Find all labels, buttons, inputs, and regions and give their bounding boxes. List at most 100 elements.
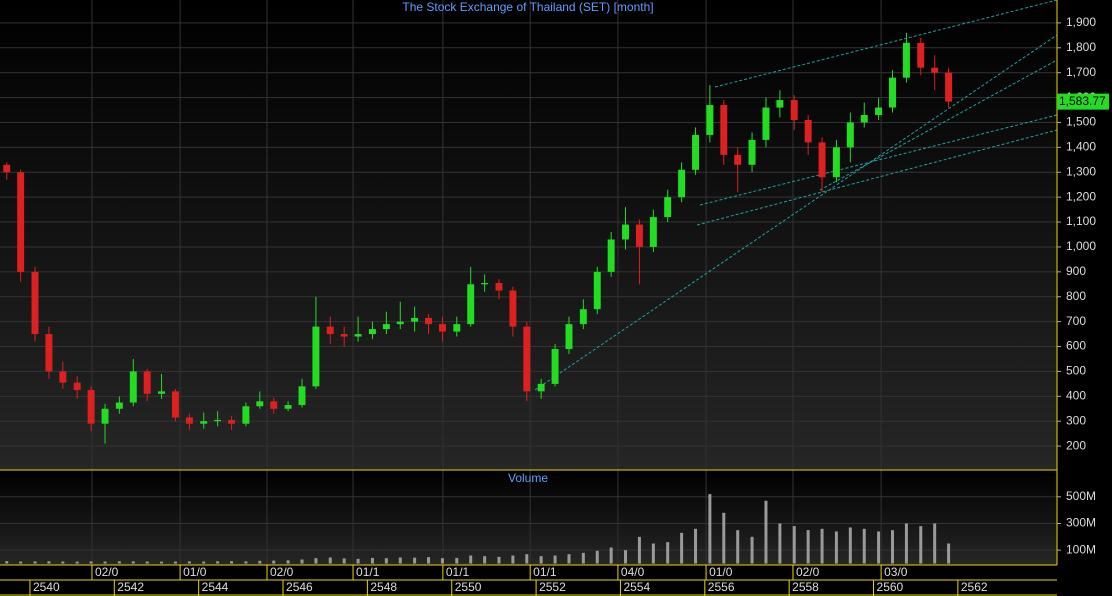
volume-bar — [862, 528, 866, 564]
y-tick-label: 1,000 — [1066, 239, 1096, 253]
candle-body — [734, 154, 742, 165]
candle-body — [214, 419, 222, 422]
candle-body — [425, 317, 433, 325]
volume-bar — [5, 561, 9, 564]
trend-line — [819, 59, 1058, 191]
x-tick-label: 2542 — [117, 580, 144, 594]
y-tick-label: 1,400 — [1066, 140, 1096, 154]
candle-body — [368, 329, 376, 335]
volume-bar — [131, 561, 135, 564]
volume-bar — [356, 558, 360, 564]
x-tick-label: 2562 — [961, 580, 988, 594]
candle-body — [101, 408, 109, 424]
y-tick-label: 1,900 — [1066, 15, 1096, 29]
candle-body — [860, 115, 868, 123]
volume-bar — [187, 561, 191, 564]
candle-body — [748, 139, 756, 165]
volume-bar — [750, 536, 754, 564]
candle-body — [354, 334, 362, 337]
candle-body — [45, 334, 53, 372]
candle-body — [256, 401, 264, 407]
x-tick-label: 2546 — [286, 580, 313, 594]
candle-body — [537, 383, 545, 392]
volume-bar — [384, 558, 388, 564]
volume-bar — [342, 558, 346, 564]
candle-body — [73, 382, 81, 391]
candle-body — [312, 326, 320, 387]
volume-bar — [778, 523, 782, 564]
volume-bar — [173, 561, 177, 564]
candle-body — [3, 164, 11, 173]
volume-bar — [581, 552, 585, 564]
volume-bar — [75, 561, 79, 564]
candle-body — [396, 321, 404, 325]
volume-bar — [904, 523, 908, 564]
x-tick-label-top: 01/0 — [183, 565, 207, 579]
y-tick-label: 800 — [1066, 289, 1086, 303]
volume-bar — [89, 561, 93, 564]
candle-body — [200, 421, 208, 424]
trend-line — [696, 129, 1058, 226]
volume-bar — [525, 554, 529, 564]
candle-body — [607, 239, 615, 272]
candle-body — [706, 105, 714, 135]
y2-tick-label: 100M — [1066, 542, 1096, 556]
candle-body — [17, 172, 25, 272]
candle-body — [649, 217, 657, 247]
volume-bar — [722, 512, 726, 564]
trend-lines — [534, 0, 1058, 391]
volume-bar — [258, 560, 262, 564]
volume-bar — [216, 561, 220, 564]
volume-bar — [33, 561, 37, 564]
volume-title: Volume — [508, 471, 548, 485]
candle-body — [875, 107, 883, 116]
y-tick-label: 1,100 — [1066, 214, 1096, 228]
candle-body — [228, 419, 236, 424]
volume-bar — [145, 561, 149, 564]
candle-body — [509, 290, 517, 327]
volume-bar — [919, 526, 923, 564]
candle-body — [551, 349, 559, 384]
x-tick-label-top: 01/0 — [709, 565, 733, 579]
x-tick-label-top: 02/0 — [270, 565, 294, 579]
candle-body — [931, 67, 939, 73]
volume-bar — [286, 560, 290, 564]
volume-bar — [19, 561, 23, 564]
volume-bar — [848, 527, 852, 564]
x-tick-label-top: 04/0 — [621, 565, 645, 579]
volume-bar — [877, 531, 881, 564]
y2-tick-label: 300M — [1066, 516, 1096, 530]
trend-line — [714, 0, 1058, 88]
y-tick-label: 400 — [1066, 388, 1086, 402]
volume-bar — [651, 543, 655, 564]
candle-body — [59, 371, 67, 383]
volume-bar — [637, 536, 641, 564]
volume-bar — [511, 555, 515, 564]
volume-bar — [539, 556, 543, 564]
volume-bar — [272, 560, 276, 564]
candle-body — [185, 417, 193, 424]
x-tick-label: 2558 — [792, 580, 819, 594]
volume-bar — [469, 555, 473, 564]
volume-bar — [680, 532, 684, 564]
volume-bar — [455, 557, 459, 564]
y-tick-label: 500 — [1066, 364, 1086, 378]
candle-body — [776, 100, 784, 108]
trend-line — [699, 114, 1058, 206]
candle-body — [846, 122, 854, 148]
candle-body — [270, 401, 278, 409]
candle-body — [115, 402, 123, 409]
last-price-box — [1057, 93, 1109, 110]
volume-bar — [736, 530, 740, 564]
x-tick-label: 2540 — [33, 580, 60, 594]
y-tick-label: 700 — [1066, 314, 1086, 328]
candle-body — [790, 100, 798, 120]
candle-body — [832, 147, 840, 178]
volume-bar — [806, 530, 810, 564]
candle-body — [664, 197, 672, 218]
y2-tick-label: 500M — [1066, 489, 1096, 503]
volume-bar — [328, 557, 332, 564]
last-price-label: 1,583.77 — [1059, 94, 1106, 108]
price-panel — [0, 0, 1057, 470]
